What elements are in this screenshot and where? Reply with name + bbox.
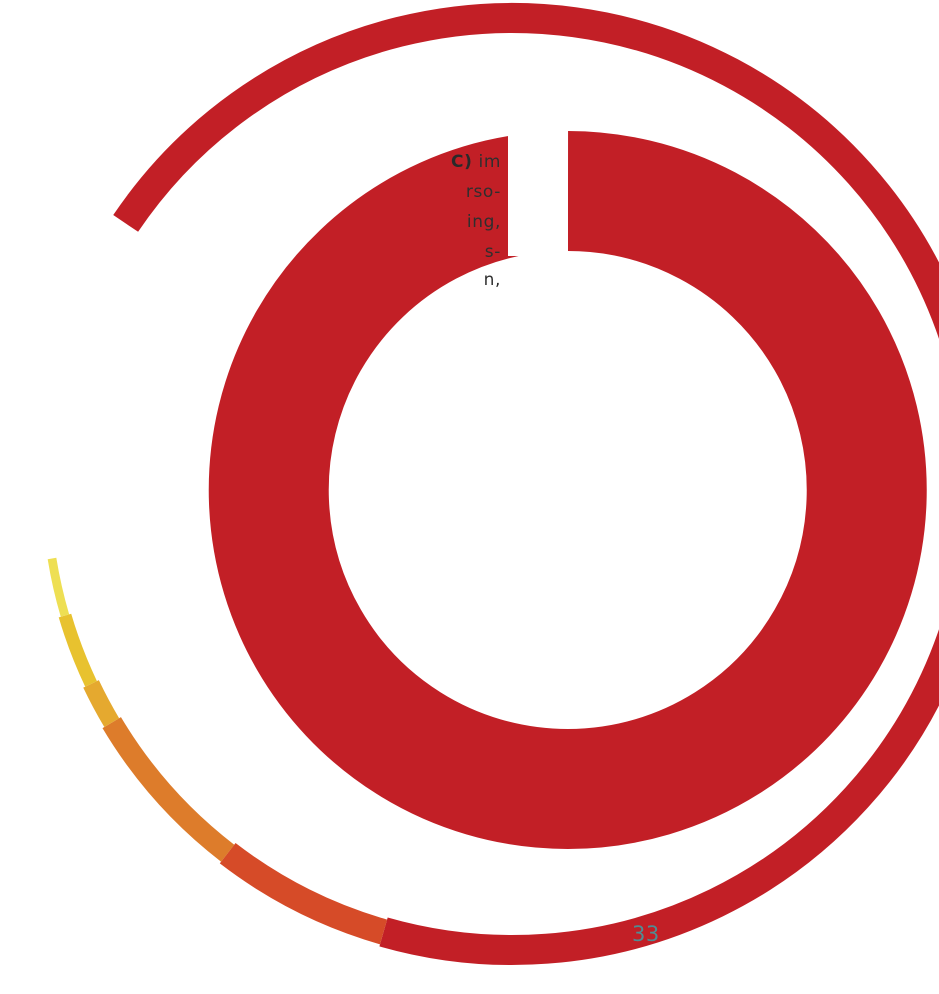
outer-ring	[47, 3, 939, 965]
text-fragment-rest: im	[472, 152, 501, 172]
outer-ring-red	[113, 3, 939, 965]
outer-ring-orange	[102, 717, 235, 862]
outer-ring-amber	[83, 680, 120, 728]
text-fragment-bold: C)	[451, 152, 473, 172]
inner-ring	[208, 126, 927, 849]
text-fragment-line-5: n,	[483, 270, 501, 290]
text-fragment-line-1: C) im	[451, 150, 501, 174]
outer-ring-orange-red	[219, 842, 388, 945]
inner-ring-red	[208, 131, 927, 849]
inner-ring-gap	[508, 126, 568, 256]
text-fragment-line-3: ing,	[466, 212, 501, 232]
outer-ring-yellow	[58, 613, 97, 687]
text-fragment-line-2: rso-	[465, 182, 501, 202]
text-fragment-line-4: s-	[484, 242, 501, 262]
page-number: 33	[632, 922, 660, 946]
outer-ring-light-yellow	[47, 557, 70, 617]
